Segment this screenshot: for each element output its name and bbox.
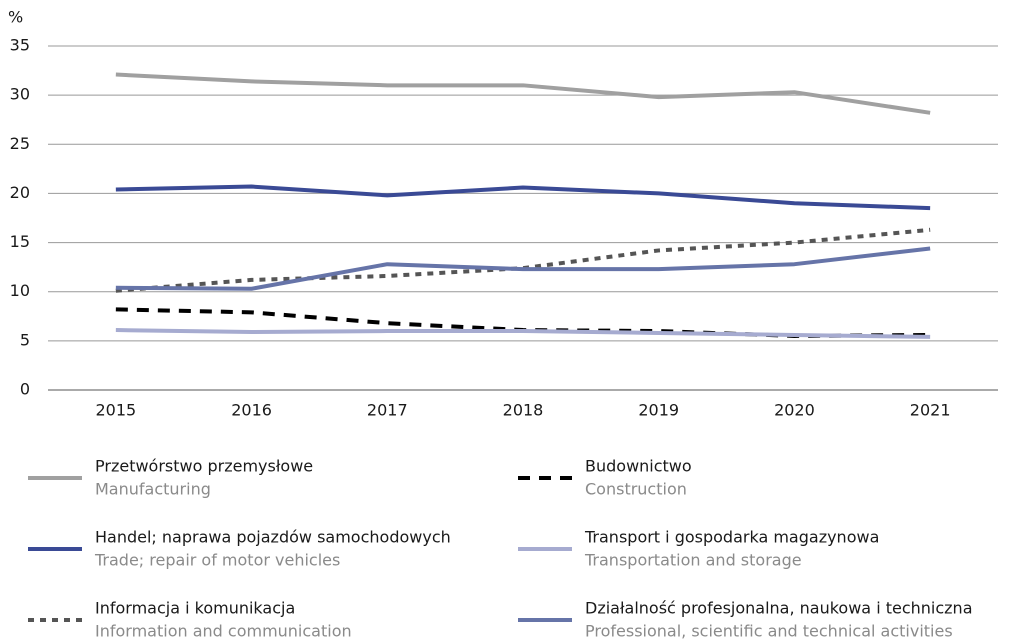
x-tick-label: 2017	[367, 401, 408, 420]
x-tick-label: 2020	[774, 401, 815, 420]
y-tick-label: 0	[20, 380, 30, 399]
legend-label: Przetwórstwo przemysłowe	[95, 457, 313, 476]
series-line	[115, 184, 931, 211]
y-unit: %	[8, 8, 23, 27]
legend-label: Transport i gospodarka magazynowa	[584, 528, 879, 547]
legend-label: Informacja i komunikacja	[95, 599, 295, 618]
legend-sublabel: Information and communication	[95, 622, 352, 641]
legend-sublabel: Professional, scientific and technical a…	[585, 622, 953, 641]
series-line	[115, 328, 931, 339]
series-line	[115, 72, 931, 115]
x-tick-label: 2016	[231, 401, 272, 420]
series-line	[115, 227, 931, 293]
series-line	[115, 246, 931, 291]
legend-sublabel: Transportation and storage	[584, 551, 802, 570]
x-tick-label: 2018	[503, 401, 544, 420]
y-tick-label: 10	[10, 281, 30, 300]
legend-label: Działalność profesjonalna, naukowa i tec…	[585, 599, 973, 618]
x-tick-label: 2015	[95, 401, 136, 420]
legend-sublabel: Trade; repair of motor vehicles	[94, 551, 340, 570]
legend-sublabel: Manufacturing	[95, 480, 211, 499]
x-tick-label: 2019	[638, 401, 679, 420]
y-tick-label: 20	[10, 183, 30, 202]
y-tick-label: 35	[10, 36, 30, 55]
legend-label: Handel; naprawa pojazdów samochodowych	[95, 528, 451, 547]
y-tick-label: 5	[20, 330, 30, 349]
y-tick-label: 15	[10, 232, 30, 251]
y-tick-label: 30	[10, 85, 30, 104]
legend-label: Budownictwo	[585, 457, 692, 476]
x-tick-label: 2021	[910, 401, 951, 420]
y-tick-label: 25	[10, 134, 30, 153]
legend-sublabel: Construction	[585, 480, 687, 499]
